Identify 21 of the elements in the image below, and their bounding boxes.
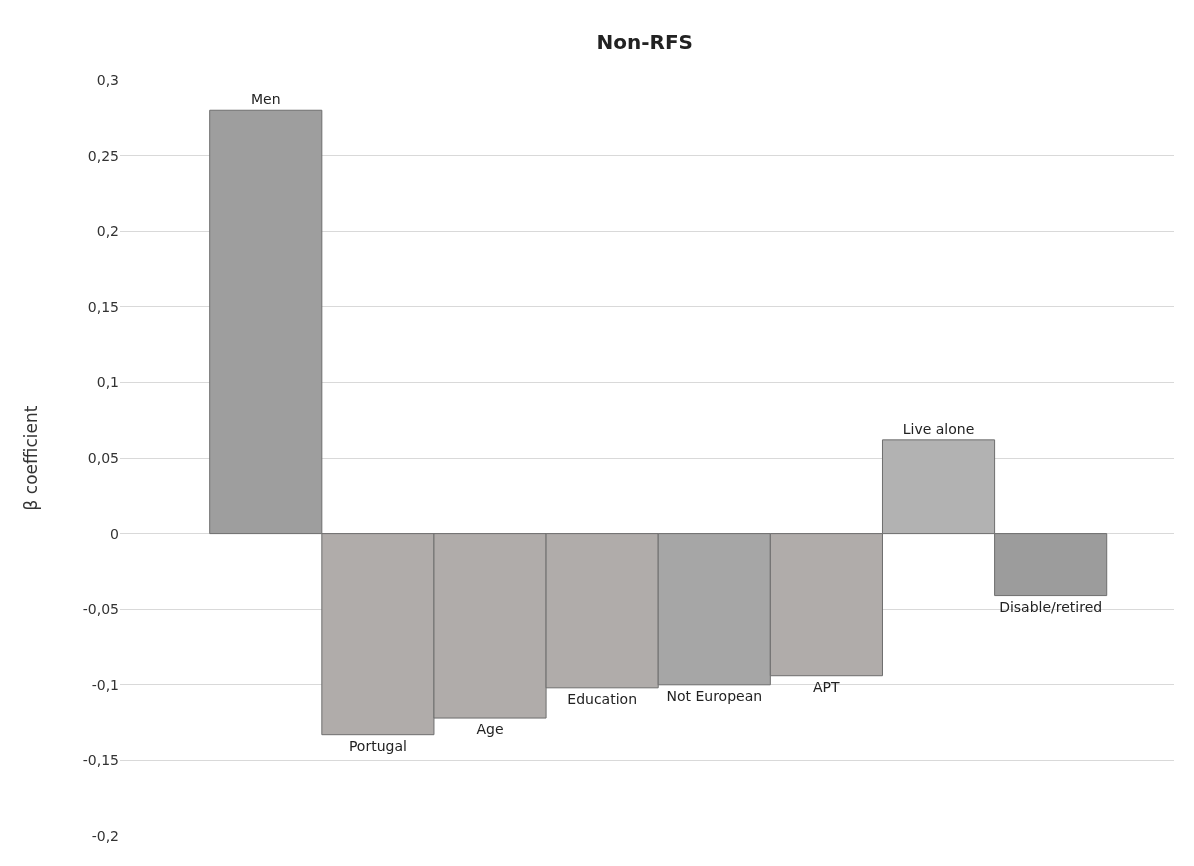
chart-title: Non-RFS <box>596 29 693 54</box>
y-tick-label: -0,1 <box>91 676 119 693</box>
y-tick-label: -0,15 <box>82 752 119 769</box>
x-tick-label: Not European <box>666 687 763 704</box>
y-tick-label: 0 <box>110 525 119 542</box>
y-tick-label: 0,25 <box>87 147 119 164</box>
y-tick-label: 0,15 <box>87 298 119 315</box>
y-tick-label: -0,05 <box>82 601 119 618</box>
y-tick-label: 0,05 <box>87 449 119 466</box>
y-tick-label: 0,1 <box>96 374 119 391</box>
x-tick-label: Education <box>567 690 637 707</box>
x-tick-label: APT <box>812 678 840 695</box>
y-tick-label: 0,3 <box>96 71 119 88</box>
x-tick-label: Disable/retired <box>999 598 1103 615</box>
x-tick-label: Age <box>476 721 504 738</box>
x-tick-label: Portugal <box>348 737 407 754</box>
y-tick-label: -0,2 <box>91 827 119 844</box>
x-tick-label: Live alone <box>902 420 975 437</box>
y-axis-title: β coefficient <box>21 405 42 511</box>
x-tick-label: Men <box>250 91 281 108</box>
y-tick-label: 0,2 <box>96 223 119 240</box>
